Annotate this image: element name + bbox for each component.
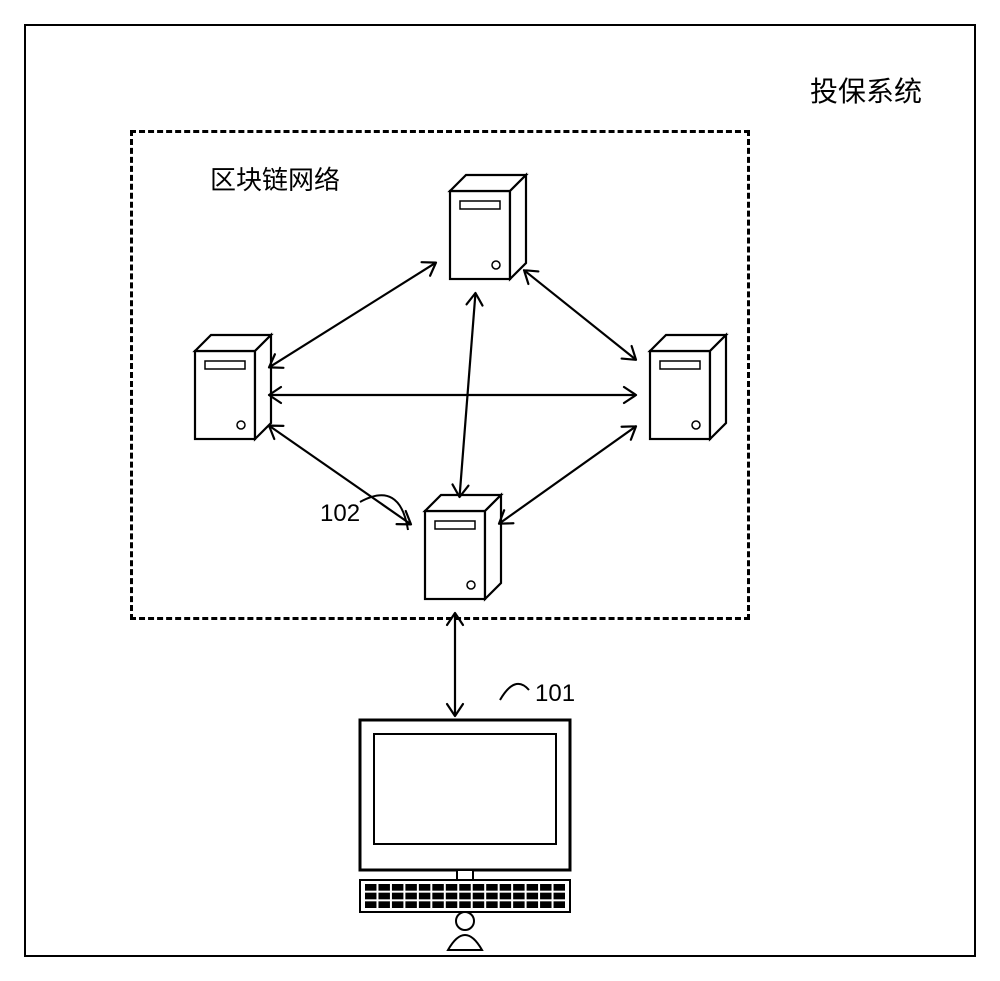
blockchain-network-label: 区块链网络	[210, 160, 340, 197]
title-label: 投保系统	[810, 70, 922, 110]
blockchain-network-frame	[130, 130, 750, 620]
callout-101: 101	[535, 680, 575, 708]
diagram-canvas: 投保系统 区块链网络 102 101	[0, 0, 1000, 981]
callout-102: 102	[320, 500, 360, 528]
